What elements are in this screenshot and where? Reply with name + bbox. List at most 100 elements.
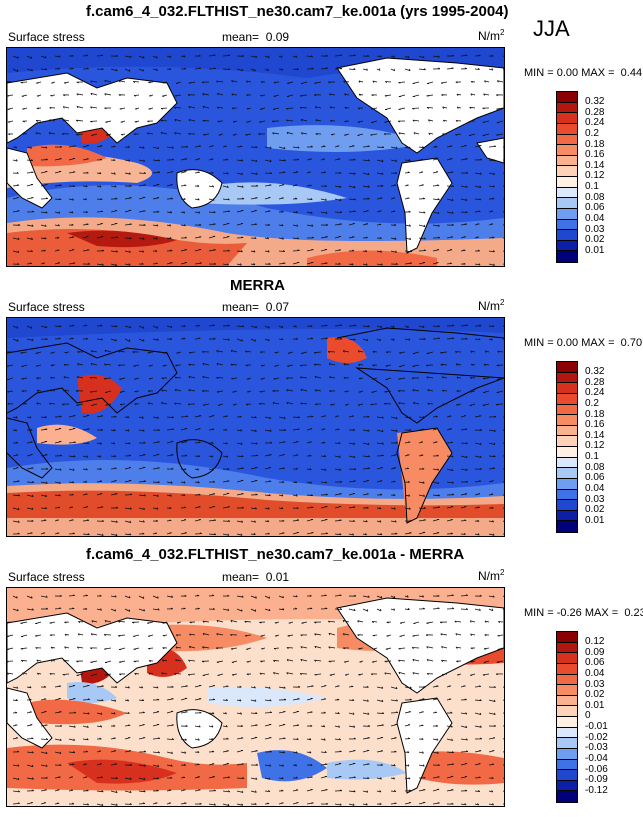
wind-vector bbox=[441, 376, 448, 379]
wind-vector-head bbox=[338, 262, 341, 265]
wind-vector-head bbox=[45, 158, 48, 161]
wind-vector-head bbox=[296, 519, 299, 521]
wind-vector bbox=[166, 211, 172, 214]
wind-vector-head bbox=[496, 80, 499, 83]
wind-vector bbox=[175, 646, 182, 649]
wind-vector-head bbox=[20, 648, 23, 650]
wind-vector-head bbox=[157, 608, 160, 611]
wind-vector bbox=[250, 159, 258, 162]
wind-vector-head bbox=[465, 468, 468, 471]
wind-vector-head bbox=[57, 67, 60, 70]
wind-vector bbox=[250, 608, 256, 612]
wind-vector-head bbox=[212, 480, 215, 483]
wind-vector bbox=[96, 338, 103, 341]
wind-vector-head bbox=[245, 80, 248, 83]
wind-vector-head bbox=[212, 468, 215, 471]
wind-vector bbox=[474, 68, 480, 70]
wind-vector-head bbox=[455, 134, 458, 136]
wind-vector-head bbox=[422, 146, 425, 149]
wind-vector-head bbox=[45, 751, 48, 754]
wind-vector-head bbox=[114, 185, 117, 188]
wind-vector bbox=[76, 119, 84, 122]
wind-vector-head bbox=[268, 789, 271, 792]
wind-vector-head bbox=[398, 648, 401, 650]
wind-vector bbox=[292, 237, 299, 240]
wind-vector bbox=[502, 468, 504, 470]
wind-vector-head bbox=[311, 415, 314, 417]
wind-vector bbox=[82, 712, 90, 715]
wind-vector bbox=[334, 455, 341, 458]
wind-vector bbox=[231, 80, 238, 83]
wind-vector-head bbox=[114, 609, 116, 612]
wind-vector bbox=[152, 338, 159, 341]
wind-vector-head bbox=[435, 724, 439, 727]
wind-vector-head bbox=[479, 467, 482, 470]
wind-vector-head bbox=[115, 325, 118, 328]
wind-vector bbox=[162, 659, 168, 662]
wind-vector bbox=[104, 363, 112, 366]
wind-vector bbox=[502, 325, 504, 327]
wind-vector-head bbox=[143, 171, 146, 174]
wind-vector-head bbox=[156, 494, 159, 497]
wind-vector-head bbox=[424, 237, 426, 240]
wind-vector-head bbox=[45, 595, 48, 598]
wind-vector-head bbox=[228, 68, 231, 70]
wind-vector bbox=[264, 172, 272, 174]
wind-vector-head bbox=[325, 198, 327, 201]
wind-vector-head bbox=[101, 263, 104, 266]
wind-vector-head bbox=[325, 262, 328, 264]
wind-vector-head bbox=[394, 789, 397, 792]
wind-vector-head bbox=[184, 224, 186, 227]
wind-vector bbox=[188, 659, 196, 662]
wind-vector-head bbox=[465, 210, 468, 213]
map-svg-diff bbox=[7, 588, 504, 806]
wind-vector-head bbox=[352, 249, 355, 252]
wind-vector-head bbox=[326, 223, 329, 226]
wind-vector-head bbox=[395, 146, 398, 149]
wind-vector-head bbox=[211, 725, 214, 728]
wind-vector bbox=[250, 777, 258, 780]
wind-vector-head bbox=[450, 711, 453, 714]
wind-vector-head bbox=[48, 132, 51, 135]
wind-vector bbox=[376, 686, 383, 689]
wind-vector-head bbox=[286, 132, 289, 135]
wind-vector-head bbox=[188, 133, 191, 136]
wind-vector-head bbox=[329, 390, 332, 393]
wind-vector bbox=[432, 738, 439, 741]
wind-vector-head bbox=[329, 106, 332, 109]
wind-vector bbox=[124, 533, 132, 536]
wind-vector-head bbox=[31, 519, 34, 522]
wind-vector-head bbox=[129, 339, 131, 342]
wind-vector-head bbox=[381, 454, 384, 456]
wind-vector-head bbox=[440, 352, 443, 354]
wind-vector-head bbox=[328, 620, 330, 623]
wind-vector-head bbox=[477, 533, 480, 536]
wind-vector bbox=[208, 55, 216, 57]
wind-vector bbox=[390, 416, 398, 419]
wind-vector bbox=[344, 93, 350, 96]
wind-vector-head bbox=[313, 363, 316, 366]
wind-vector bbox=[166, 146, 174, 149]
wind-vector-head bbox=[113, 712, 116, 715]
wind-vector bbox=[329, 106, 336, 109]
wind-vector-head bbox=[170, 337, 173, 340]
wind-vector-head bbox=[45, 481, 48, 484]
colorbar-tick-label: -0.03 bbox=[585, 742, 608, 754]
wind-vector-head bbox=[353, 790, 356, 793]
wind-vector-head bbox=[188, 352, 192, 354]
wind-vector bbox=[40, 764, 48, 767]
wind-vector-head bbox=[337, 428, 340, 430]
wind-vector bbox=[314, 376, 322, 379]
wind-vector bbox=[292, 494, 298, 497]
wind-vector bbox=[358, 80, 364, 83]
wind-vector bbox=[376, 338, 381, 342]
wind-vector bbox=[418, 595, 424, 598]
wind-vector bbox=[90, 363, 98, 366]
wind-vector-head bbox=[91, 620, 94, 623]
wind-vector bbox=[502, 507, 504, 509]
wind-vector-head bbox=[254, 699, 257, 702]
wind-vector bbox=[118, 620, 126, 623]
wind-vector-head bbox=[422, 481, 425, 484]
wind-vector-head bbox=[353, 185, 356, 188]
wind-vector-head bbox=[242, 776, 245, 779]
